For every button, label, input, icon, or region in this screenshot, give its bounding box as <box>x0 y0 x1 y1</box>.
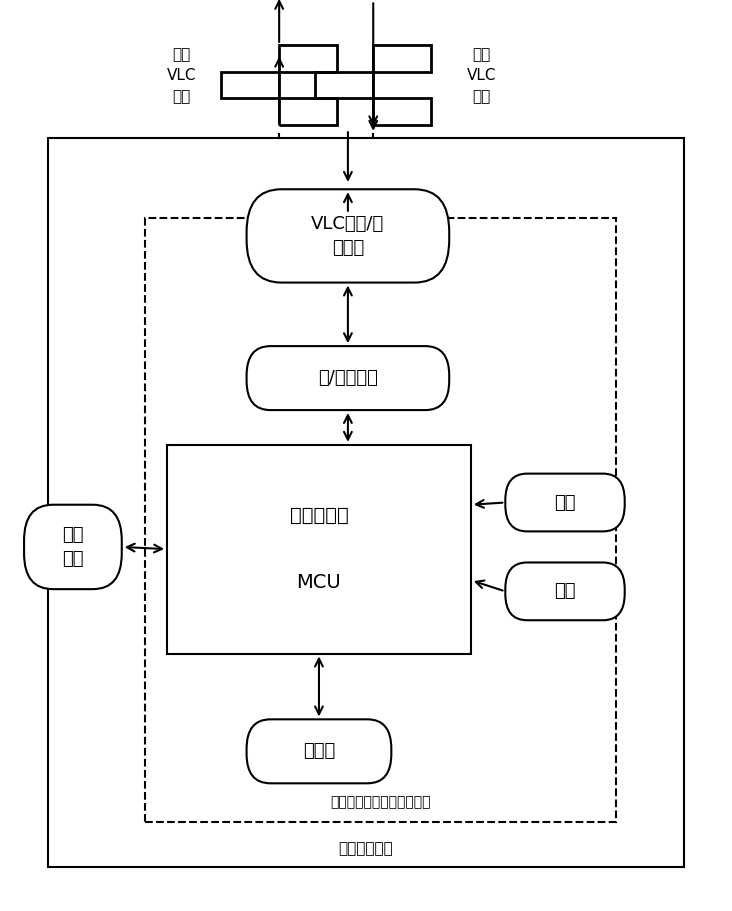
FancyBboxPatch shape <box>247 346 449 410</box>
FancyBboxPatch shape <box>247 720 392 783</box>
Text: 对讲
设备: 对讲 设备 <box>62 527 83 568</box>
Bar <box>167 445 471 653</box>
Text: 中央处理器: 中央处理器 <box>290 506 348 525</box>
FancyBboxPatch shape <box>24 505 122 589</box>
Text: VLC发送/接
收模块: VLC发送/接 收模块 <box>311 215 384 257</box>
Text: 移动端光信号收发处理单元: 移动端光信号收发处理单元 <box>330 795 430 809</box>
Text: MCU: MCU <box>296 573 341 592</box>
Text: 存储器: 存储器 <box>303 742 335 761</box>
Bar <box>145 218 616 823</box>
FancyBboxPatch shape <box>505 474 624 531</box>
Text: 时钟: 时钟 <box>554 582 576 600</box>
Text: 数/模转换器: 数/模转换器 <box>318 369 378 387</box>
Text: 电源: 电源 <box>554 494 576 511</box>
Text: 下行
VLC
信号: 下行 VLC 信号 <box>467 47 496 105</box>
Bar <box>48 138 684 867</box>
Text: 移动对讲终端: 移动对讲终端 <box>339 841 393 856</box>
FancyBboxPatch shape <box>505 562 624 620</box>
Text: 上行
VLC
信号: 上行 VLC 信号 <box>167 47 196 105</box>
FancyBboxPatch shape <box>247 189 449 282</box>
